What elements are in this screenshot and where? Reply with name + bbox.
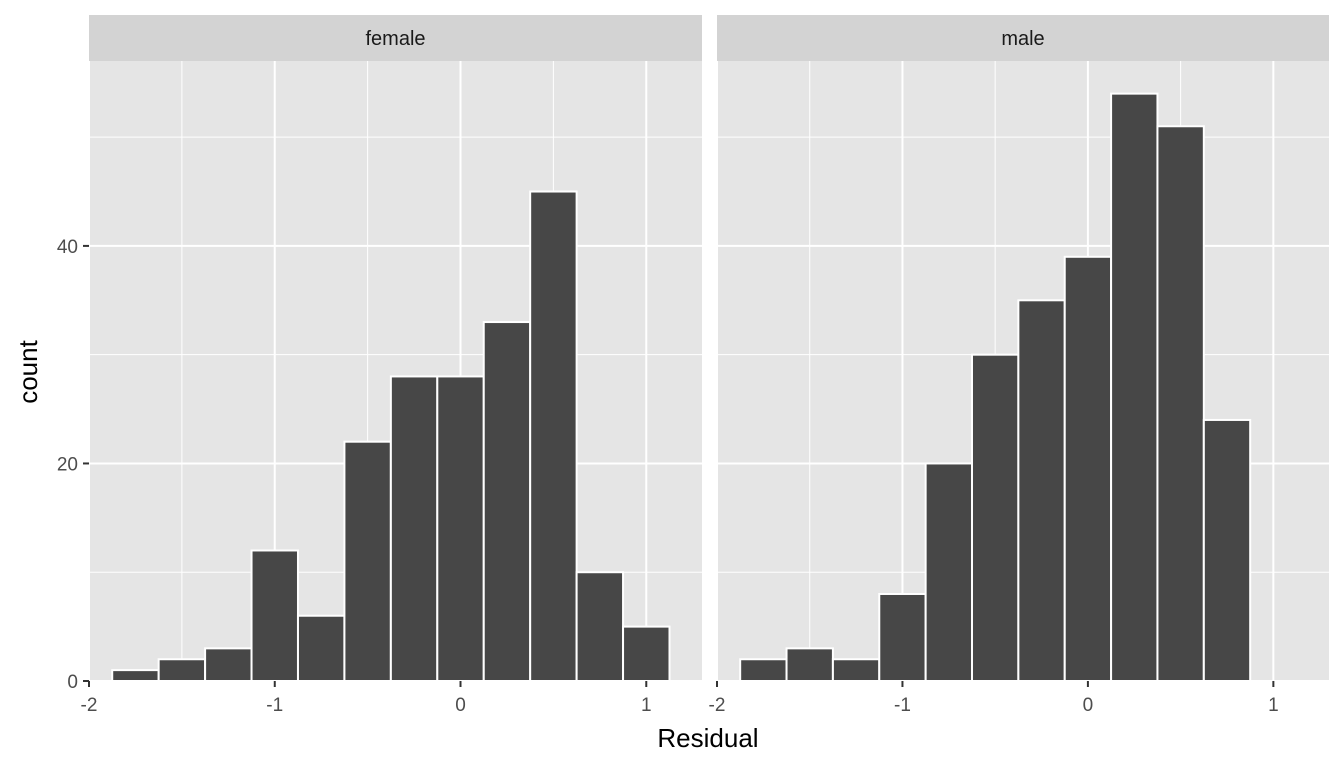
histogram-bar <box>971 353 1020 682</box>
histogram-bar <box>250 549 299 683</box>
histogram-bar <box>343 440 392 682</box>
histogram-bar <box>1156 125 1205 682</box>
histogram-bar <box>785 647 834 682</box>
histogram-bar <box>1110 92 1159 682</box>
histogram-bar <box>831 658 881 682</box>
histogram-bar <box>436 375 485 682</box>
histogram-bar <box>529 190 578 683</box>
histogram-bar <box>482 321 532 682</box>
panels-layer: female -2 -1 0 1 male -2 -1 0 1 <box>81 15 1329 716</box>
y-tick-label: 0 <box>67 672 78 693</box>
strip-male <box>717 15 1329 61</box>
histogram-bar <box>924 462 973 682</box>
histogram-bar <box>296 614 346 682</box>
y-axis: 0 20 40 <box>57 237 89 693</box>
panel-male: male -2 -1 0 1 <box>709 15 1329 716</box>
x-tick-label: 1 <box>1268 695 1279 716</box>
histogram-bar <box>1202 418 1252 682</box>
x-tick-label: -1 <box>894 695 911 716</box>
y-tick-label: 40 <box>57 237 78 258</box>
histogram-bar <box>111 669 160 682</box>
histogram-bar <box>878 592 927 683</box>
histogram-bar <box>575 571 625 683</box>
x-tick-label: 1 <box>641 695 652 716</box>
strip-label-female: female <box>365 28 425 50</box>
histogram-bar <box>739 658 788 682</box>
strip-label-male: male <box>1001 28 1044 50</box>
x-tick-label: 0 <box>1083 695 1094 716</box>
x-tick-label: -2 <box>81 695 98 716</box>
x-tick-label: -1 <box>266 695 283 716</box>
x-axis-title: Residual <box>657 723 758 753</box>
histogram-bar <box>157 658 207 682</box>
histogram-bar <box>1017 299 1066 682</box>
histogram-bar <box>622 625 671 682</box>
x-tick-label: -2 <box>709 695 726 716</box>
y-tick-label: 20 <box>57 454 78 475</box>
y-axis-title: count <box>13 339 43 403</box>
x-tick-label: 0 <box>455 695 466 716</box>
histogram-bar <box>389 375 439 682</box>
histogram-bar <box>204 647 253 682</box>
histogram-bar <box>1063 255 1113 682</box>
strip-female <box>89 15 702 61</box>
panel-female: female -2 -1 0 1 <box>81 15 702 716</box>
